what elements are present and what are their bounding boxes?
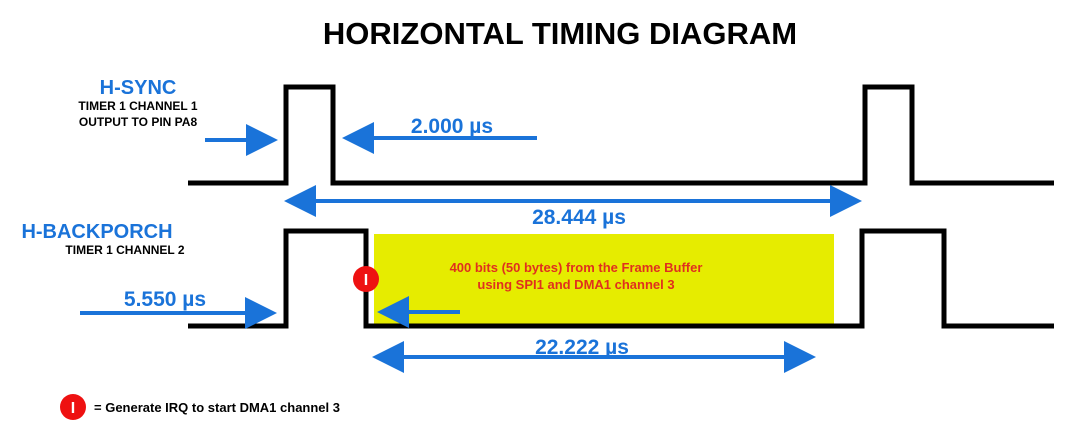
irq-marker-circle	[353, 266, 379, 292]
irq-marker-symbol: I	[364, 272, 368, 289]
hbackporch-label: H-BACKPORCH	[21, 221, 172, 243]
hbackporch-active-label: 22.222 µs	[535, 336, 629, 359]
hsync-pulse-width-label: 2.000 µs	[411, 115, 493, 138]
hsync-period-label: 28.444 µs	[532, 206, 626, 229]
legend-irq-icon	[60, 394, 86, 420]
legend-text: = Generate IRQ to start DMA1 channel 3	[94, 400, 340, 415]
legend-irq-symbol: I	[71, 400, 75, 417]
irq-marker: I	[353, 266, 379, 292]
hsync-waveform	[188, 84, 1054, 186]
diagram-title: HORIZONTAL TIMING DIAGRAM	[323, 16, 797, 51]
hbackporch-waveform	[188, 228, 1054, 329]
hbackporch-timer-label: TIMER 1 CHANNEL 2	[65, 243, 184, 257]
legend: I = Generate IRQ to start DMA1 channel 3	[60, 394, 340, 420]
hsync-label: H-SYNC	[100, 77, 177, 99]
framebuffer-label-line2: using SPI1 and DMA1 channel 3	[477, 277, 674, 292]
hbackporch-delay-label: 5.550 µs	[124, 288, 206, 311]
hsync-timer-label: TIMER 1 CHANNEL 1	[78, 99, 197, 113]
hsync-output-label: OUTPUT TO PIN PA8	[79, 115, 198, 129]
framebuffer-label-line1: 400 bits (50 bytes) from the Frame Buffe…	[450, 260, 703, 275]
